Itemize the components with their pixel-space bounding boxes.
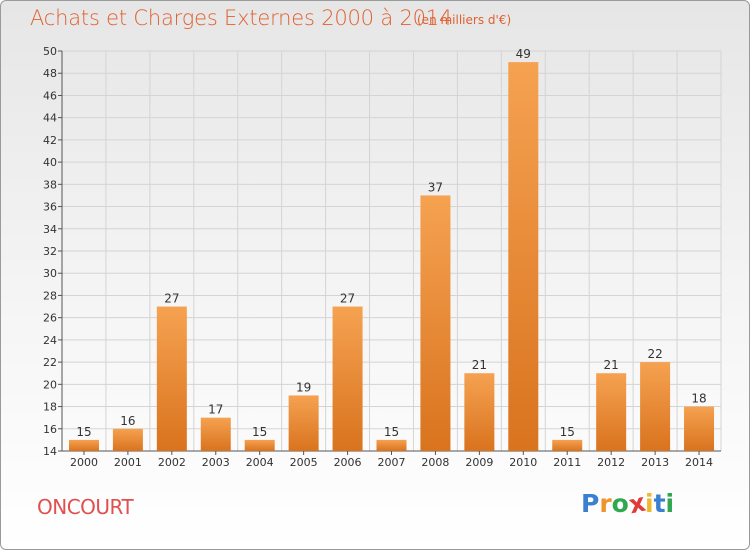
- value-label: 27: [164, 292, 179, 306]
- value-label: 15: [252, 425, 267, 439]
- bar-2010: [508, 62, 539, 451]
- bar-2007: [376, 439, 407, 451]
- x-tick-label: 2005: [290, 456, 318, 469]
- y-tick-label: 28: [43, 289, 57, 302]
- x-tick-label: 2012: [597, 456, 625, 469]
- logo-letter: o: [611, 489, 629, 518]
- y-tick-label: 44: [43, 112, 57, 125]
- bar-2011: [552, 439, 583, 451]
- value-label: 27: [340, 292, 355, 306]
- bar-2003: [200, 417, 231, 451]
- y-tick-label: 46: [43, 89, 57, 102]
- logo-letter: t: [653, 489, 666, 518]
- y-tick-label: 14: [43, 445, 57, 458]
- value-label: 18: [691, 392, 706, 406]
- commune-name: ONCOURT: [37, 495, 134, 519]
- y-tick-label: 42: [43, 134, 57, 147]
- x-tick-label: 2014: [685, 456, 713, 469]
- bar-2014: [684, 406, 715, 451]
- y-tick-label: 26: [43, 312, 57, 325]
- x-tick-label: 2001: [114, 456, 142, 469]
- bars: [68, 62, 715, 451]
- logo-letter: P: [581, 489, 600, 518]
- bar-2006: [332, 306, 363, 451]
- bar-2009: [464, 373, 495, 451]
- x-tick-label: 2002: [158, 456, 186, 469]
- chart-title: Achats et Charges Externes 2000 à 2014: [30, 6, 453, 30]
- bar-2002: [156, 306, 187, 451]
- y-tick-label: 16: [43, 423, 57, 436]
- bar-2000: [68, 439, 99, 451]
- x-tick-label: 2003: [202, 456, 230, 469]
- chart-unit: (en milliers d'€): [417, 13, 512, 27]
- value-label: 15: [76, 425, 91, 439]
- x-tick-label: 2010: [509, 456, 537, 469]
- logo-letter: r: [599, 489, 612, 518]
- value-label: 49: [516, 47, 531, 61]
- proxiti-logo[interactable]: Proxiti: [581, 488, 675, 520]
- value-label: 22: [647, 347, 662, 361]
- y-tick-label: 34: [43, 223, 57, 236]
- value-label: 17: [208, 403, 223, 417]
- y-tick-label: 50: [43, 45, 57, 58]
- value-label: 16: [120, 414, 135, 428]
- x-tick-label: 2011: [553, 456, 581, 469]
- y-tick-label: 40: [43, 156, 57, 169]
- bar-2005: [288, 395, 319, 451]
- logo-letter: i: [645, 489, 654, 518]
- y-tick-label: 36: [43, 201, 57, 214]
- value-label: 37: [428, 180, 443, 194]
- logo-letter: i: [665, 489, 675, 518]
- value-label: 15: [560, 425, 575, 439]
- value-labels: 15 16 27 17 15 19 27 15 37 21 49 15 21 22 18: [76, 47, 706, 439]
- y-tick-label: 20: [43, 378, 57, 391]
- value-label: 21: [604, 358, 619, 372]
- x-tick-label: 2007: [378, 456, 406, 469]
- y-tick-label: 18: [43, 401, 57, 414]
- x-tick-label: 2006: [334, 456, 362, 469]
- x-tick-label: 2009: [465, 456, 493, 469]
- x-tick-label: 2013: [641, 456, 669, 469]
- y-tick-label: 22: [43, 356, 57, 369]
- value-label: 19: [296, 380, 311, 394]
- y-tick-label: 48: [43, 67, 57, 80]
- bar-2008: [420, 195, 451, 451]
- value-label: 15: [384, 425, 399, 439]
- bar-2013: [640, 362, 671, 451]
- y-tick-label: 32: [43, 245, 57, 258]
- x-tick-label: 2008: [421, 456, 449, 469]
- y-tick-label: 24: [43, 334, 57, 347]
- y-tick-label: 30: [43, 267, 57, 280]
- value-label: 21: [472, 358, 487, 372]
- y-tick-label: 38: [43, 178, 57, 191]
- x-tick-label: 2004: [246, 456, 274, 469]
- x-tick-label: 2000: [70, 456, 98, 469]
- bar-2001: [112, 428, 143, 451]
- bar-2012: [596, 373, 627, 451]
- bar-2004: [244, 439, 275, 451]
